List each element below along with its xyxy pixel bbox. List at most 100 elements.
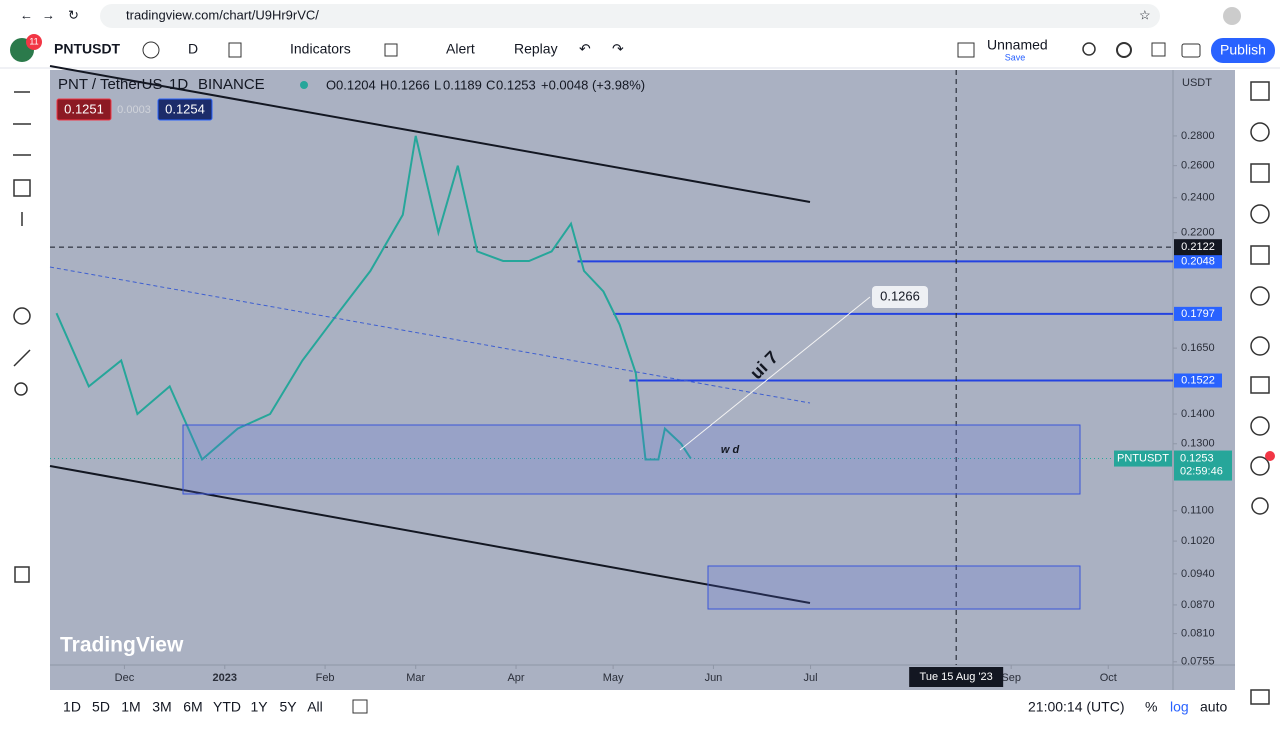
open-value: 0.1204 xyxy=(336,77,376,92)
clock: 21:00:14 (UTC) xyxy=(1028,699,1124,715)
hotlist-button[interactable] xyxy=(1250,204,1270,224)
bid[interactable]: 0.1251 xyxy=(64,101,104,116)
replay-button[interactable]: Replay xyxy=(514,41,558,57)
note-connector xyxy=(679,296,871,451)
indicators-button[interactable]: Indicators xyxy=(290,41,351,57)
y-tick-label: 0.1650 xyxy=(1181,342,1215,354)
layout-icon[interactable] xyxy=(957,42,975,58)
range-button[interactable]: 1D xyxy=(63,699,81,715)
level-label: 0.1797 xyxy=(1181,308,1215,320)
level-label-box xyxy=(1174,373,1222,388)
trash-tool[interactable] xyxy=(14,566,30,583)
range-button[interactable]: 5D xyxy=(92,699,110,715)
compare-button[interactable] xyxy=(142,41,160,59)
drawing-tools xyxy=(13,91,31,583)
object-tree-button[interactable] xyxy=(1250,689,1270,705)
legend-exchange: BINANCE xyxy=(198,76,265,93)
redo-button[interactable]: ↷ xyxy=(612,41,624,57)
snapshot-button[interactable] xyxy=(1181,43,1201,58)
back-button[interactable]: ← xyxy=(20,7,33,22)
percent-toggle[interactable]: % xyxy=(1145,699,1157,715)
range-buttons: 1D 5D 1M 3M 6M YTD 1Y 5Y All xyxy=(63,699,323,715)
publish-label[interactable]: Publish xyxy=(1220,42,1266,58)
range-button[interactable]: 1Y xyxy=(250,699,268,715)
currency[interactable]: USDT xyxy=(1182,77,1212,89)
goto-date-button[interactable] xyxy=(352,699,368,714)
crosshair-date: Tue 15 Aug '23 xyxy=(920,671,993,683)
symbol[interactable]: PNTUSDT xyxy=(54,41,121,57)
undo-button[interactable]: ↶ xyxy=(579,41,591,57)
range-button[interactable]: 3M xyxy=(152,699,171,715)
zone-upper xyxy=(182,424,1081,495)
templates-button[interactable] xyxy=(384,43,398,57)
y-tick-label: 0.0755 xyxy=(1181,656,1215,668)
layout-name[interactable]: Unnamed xyxy=(987,37,1048,53)
interval[interactable]: D xyxy=(188,41,198,57)
price-note: 0.1266 xyxy=(880,288,920,303)
close-value: 0.1253 xyxy=(496,77,536,92)
reload-button[interactable]: ↻ xyxy=(68,7,79,22)
notifications-button[interactable] xyxy=(1250,456,1270,476)
settings-button[interactable] xyxy=(1116,42,1132,58)
pattern-tool[interactable] xyxy=(13,179,31,197)
annotation: w d xyxy=(721,444,740,456)
help-button[interactable] xyxy=(1250,416,1270,436)
log-toggle[interactable]: log xyxy=(1170,699,1189,715)
ruler-tool[interactable] xyxy=(13,349,31,367)
range-button[interactable]: 6M xyxy=(183,699,202,715)
search-button[interactable] xyxy=(1082,42,1096,56)
trendline-lower xyxy=(49,465,811,604)
range-button[interactable]: 5Y xyxy=(279,699,297,715)
price-note-box xyxy=(872,286,928,308)
icon-tool[interactable] xyxy=(13,307,31,325)
x-tick-label: 2023 xyxy=(213,672,237,684)
crosshair-price: 0.2122 xyxy=(1181,241,1215,253)
fullscreen-button[interactable] xyxy=(1151,42,1166,57)
auto-toggle[interactable]: auto xyxy=(1200,699,1227,715)
publish-button[interactable] xyxy=(1211,38,1275,63)
y-tick-label: 0.1400 xyxy=(1181,408,1215,420)
watchlist-button[interactable] xyxy=(1250,81,1270,101)
streams-button[interactable] xyxy=(1250,336,1270,356)
level-label-box xyxy=(1174,254,1222,269)
alert-button[interactable]: Alert xyxy=(446,41,475,57)
x-tick-label: Oct xyxy=(1100,672,1117,684)
url: tradingview.com/chart/U9Hr9rVC/ xyxy=(126,7,319,22)
ideas-button[interactable] xyxy=(1250,286,1270,306)
profile[interactable] xyxy=(1223,7,1241,25)
buy-box[interactable] xyxy=(157,98,213,121)
level-label: 0.1522 xyxy=(1181,374,1215,386)
chart-type-button[interactable] xyxy=(228,42,242,58)
last-price-tag-box xyxy=(1114,450,1172,467)
ask[interactable]: 0.1254 xyxy=(165,101,205,116)
crosshair-date-box xyxy=(909,667,1004,687)
save-label[interactable]: Save xyxy=(1005,52,1026,62)
sell-box[interactable] xyxy=(56,98,112,121)
y-tick-label: 0.2600 xyxy=(1181,160,1215,172)
low-value: 0.1189 xyxy=(443,77,482,92)
market-status xyxy=(300,81,308,89)
zoom-tool[interactable] xyxy=(14,382,28,396)
right-sidebar xyxy=(1240,69,1280,729)
calendar-button[interactable] xyxy=(1250,245,1270,265)
watermark: TradingView xyxy=(60,634,184,657)
bottom-bar xyxy=(50,692,1235,724)
high-value: 0.1266 xyxy=(390,77,430,92)
bell-button[interactable] xyxy=(1251,497,1269,515)
y-tick-label: 0.1100 xyxy=(1181,505,1214,517)
address-bar[interactable] xyxy=(100,4,1160,28)
legend-interval: 1D xyxy=(169,76,188,93)
range-button[interactable]: 1M xyxy=(121,699,140,715)
data-window-button[interactable] xyxy=(1250,163,1270,183)
range-button[interactable]: All xyxy=(307,699,323,715)
last-price: 0.1253 xyxy=(1180,452,1214,464)
chats-button[interactable] xyxy=(1250,376,1270,394)
forward-button[interactable]: → xyxy=(42,7,55,22)
bookmark-star[interactable]: ☆ xyxy=(1139,7,1151,22)
alerts-button[interactable] xyxy=(1250,122,1270,142)
range-button[interactable]: YTD xyxy=(213,699,241,715)
low-label: L xyxy=(434,77,441,92)
